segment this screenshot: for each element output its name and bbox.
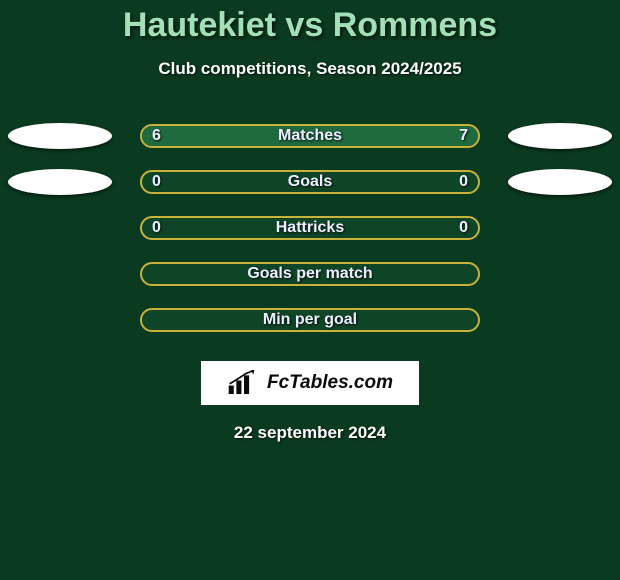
player1-name: Hautekiet: [123, 6, 276, 44]
stat-bar: 0 0Goals: [140, 170, 480, 194]
stat-row: 0 0Hattricks: [0, 205, 620, 251]
stat-row: Goals per match: [0, 251, 620, 297]
avatar-placeholder-right: [508, 169, 612, 195]
subtitle: Club competitions, Season 2024/2025: [0, 59, 620, 79]
stat-bar: 67Matches: [140, 124, 480, 148]
stat-bar: Min per goal: [140, 308, 480, 332]
stat-row: 0 0Goals: [0, 159, 620, 205]
stat-label: Goals per match: [142, 265, 478, 283]
stat-label: Goals: [142, 173, 478, 191]
stat-bar: Goals per match: [140, 262, 480, 286]
stat-row: 67Matches: [0, 113, 620, 159]
avatar-placeholder-left: [8, 169, 112, 195]
stat-value-left: 6: [152, 127, 161, 145]
stat-row: Min per goal: [0, 297, 620, 343]
stat-value-right: 0: [459, 173, 468, 191]
avatar-placeholder-left: [8, 123, 112, 149]
player2-name: Rommens: [333, 6, 497, 44]
stat-label: Min per goal: [142, 311, 478, 329]
stat-fill-right: [297, 126, 478, 146]
stat-value-left: 0: [152, 219, 161, 237]
stat-value-right: 0: [459, 219, 468, 237]
vs-label: vs: [285, 6, 323, 44]
footer-date: 22 september 2024: [0, 423, 620, 443]
barchart-icon: [227, 370, 261, 396]
logo-text: FcTables.com: [267, 372, 393, 394]
stat-fill-left: [142, 126, 297, 146]
page-title: Hautekiet vs Rommens: [0, 0, 620, 45]
stat-value-left: 0: [152, 173, 161, 191]
stats-area: 67Matches00Goals00HattricksGoals per mat…: [0, 113, 620, 343]
comparison-widget: Hautekiet vs Rommens Club competitions, …: [0, 0, 620, 580]
stat-value-right: 7: [459, 127, 468, 145]
avatar-placeholder-right: [508, 123, 612, 149]
stat-bar: 0 0Hattricks: [140, 216, 480, 240]
stat-label: Hattricks: [142, 219, 478, 237]
fctables-logo[interactable]: FcTables.com: [201, 361, 419, 405]
